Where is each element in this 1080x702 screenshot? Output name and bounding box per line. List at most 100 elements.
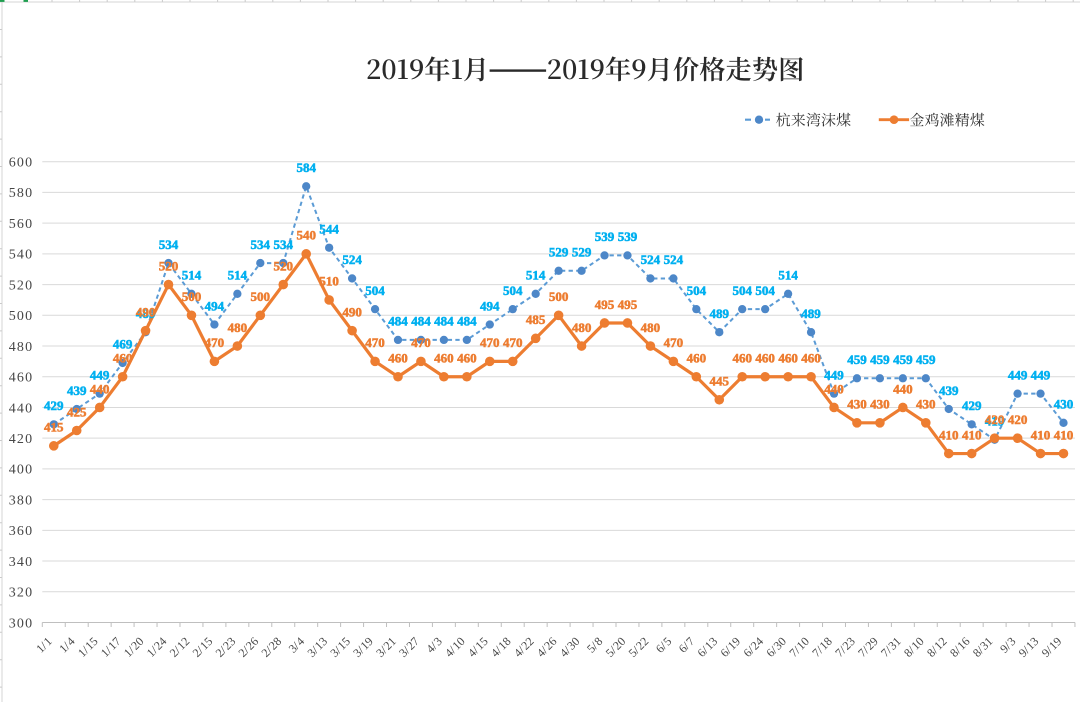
svg-text:520: 520 [159,258,179,273]
svg-text:439: 439 [939,383,959,398]
svg-text:459: 459 [870,352,890,367]
svg-text:500: 500 [251,289,271,304]
svg-text:430: 430 [916,397,936,412]
svg-text:529: 529 [572,245,592,260]
svg-text:504: 504 [732,283,752,298]
svg-text:439: 439 [67,383,87,398]
svg-text:490: 490 [342,304,362,319]
svg-text:484: 484 [457,314,477,329]
svg-text:460: 460 [732,351,752,366]
svg-text:480: 480 [572,320,592,335]
svg-text:514: 514 [228,268,248,283]
svg-text:524: 524 [664,252,684,267]
svg-text:460: 460 [9,371,34,386]
svg-text:420: 420 [985,412,1005,427]
svg-text:440: 440 [9,401,34,416]
svg-text:449: 449 [1008,367,1028,382]
svg-text:514: 514 [778,268,798,283]
svg-text:429: 429 [44,398,64,413]
svg-text:420: 420 [9,432,34,447]
svg-text:489: 489 [801,306,821,321]
svg-text:494: 494 [480,298,500,313]
svg-text:340: 340 [9,555,34,570]
svg-text:540: 540 [9,248,34,263]
svg-text:419: 419 [985,414,1005,429]
svg-text:470: 470 [365,335,385,350]
svg-text:400: 400 [9,463,34,478]
svg-text:460: 460 [687,351,707,366]
svg-text:514: 514 [182,268,202,283]
svg-text:534: 534 [251,237,271,252]
svg-text:540: 540 [296,228,316,243]
svg-text:484: 484 [434,314,454,329]
svg-text:445: 445 [710,374,730,389]
svg-text:495: 495 [595,297,615,312]
svg-text:495: 495 [618,297,638,312]
svg-text:440: 440 [824,381,844,396]
svg-text:560: 560 [9,217,34,232]
svg-text:460: 460 [457,351,477,366]
svg-text:459: 459 [916,352,936,367]
svg-text:430: 430 [1054,397,1074,412]
svg-text:430: 430 [847,397,867,412]
svg-text:484: 484 [388,314,408,329]
svg-text:320: 320 [9,586,34,601]
svg-text:529: 529 [549,245,569,260]
svg-text:300: 300 [9,616,34,631]
svg-text:410: 410 [939,427,959,442]
svg-text:500: 500 [549,289,569,304]
svg-text:494: 494 [205,298,225,313]
svg-text:510: 510 [319,274,339,289]
svg-text:469: 469 [113,337,133,352]
svg-text:415: 415 [44,420,64,435]
svg-text:500: 500 [9,309,34,324]
svg-text:539: 539 [618,229,638,244]
svg-text:429: 429 [962,398,982,413]
svg-text:580: 580 [9,186,34,201]
svg-text:524: 524 [342,252,362,267]
svg-text:480: 480 [9,340,34,355]
svg-text:470: 470 [480,335,500,350]
svg-text:410: 410 [962,427,982,442]
svg-text:534: 534 [159,237,179,252]
svg-text:544: 544 [319,222,339,237]
svg-text:600: 600 [9,156,34,171]
svg-text:490: 490 [136,304,156,319]
svg-text:520: 520 [274,258,294,273]
svg-text:470: 470 [205,335,225,350]
svg-text:539: 539 [595,229,615,244]
svg-text:449: 449 [1031,367,1051,382]
svg-text:470: 470 [411,335,431,350]
svg-text:500: 500 [182,289,202,304]
svg-text:524: 524 [641,252,661,267]
svg-text:489: 489 [710,306,730,321]
svg-text:460: 460 [755,351,775,366]
svg-text:534: 534 [274,237,294,252]
svg-text:480: 480 [641,320,661,335]
svg-text:449: 449 [824,367,844,382]
svg-text:410: 410 [1031,427,1051,442]
svg-text:520: 520 [9,278,34,293]
svg-text:504: 504 [365,283,385,298]
svg-text:470: 470 [503,335,523,350]
svg-text:460: 460 [778,351,798,366]
svg-text:460: 460 [801,351,821,366]
svg-text:584: 584 [296,160,316,175]
svg-text:380: 380 [9,493,34,508]
svg-text:484: 484 [411,314,431,329]
svg-text:430: 430 [870,397,890,412]
svg-text:459: 459 [893,352,913,367]
svg-text:470: 470 [664,335,684,350]
svg-text:410: 410 [1054,427,1074,442]
svg-text:420: 420 [1008,412,1028,427]
svg-text:504: 504 [687,283,707,298]
svg-text:480: 480 [228,320,248,335]
svg-text:504: 504 [503,283,523,298]
svg-text:425: 425 [67,404,87,419]
svg-text:489: 489 [136,306,156,321]
svg-text:485: 485 [526,312,546,327]
svg-text:514: 514 [526,268,546,283]
svg-text:460: 460 [113,351,133,366]
svg-text:360: 360 [9,524,34,539]
svg-text:460: 460 [388,351,408,366]
